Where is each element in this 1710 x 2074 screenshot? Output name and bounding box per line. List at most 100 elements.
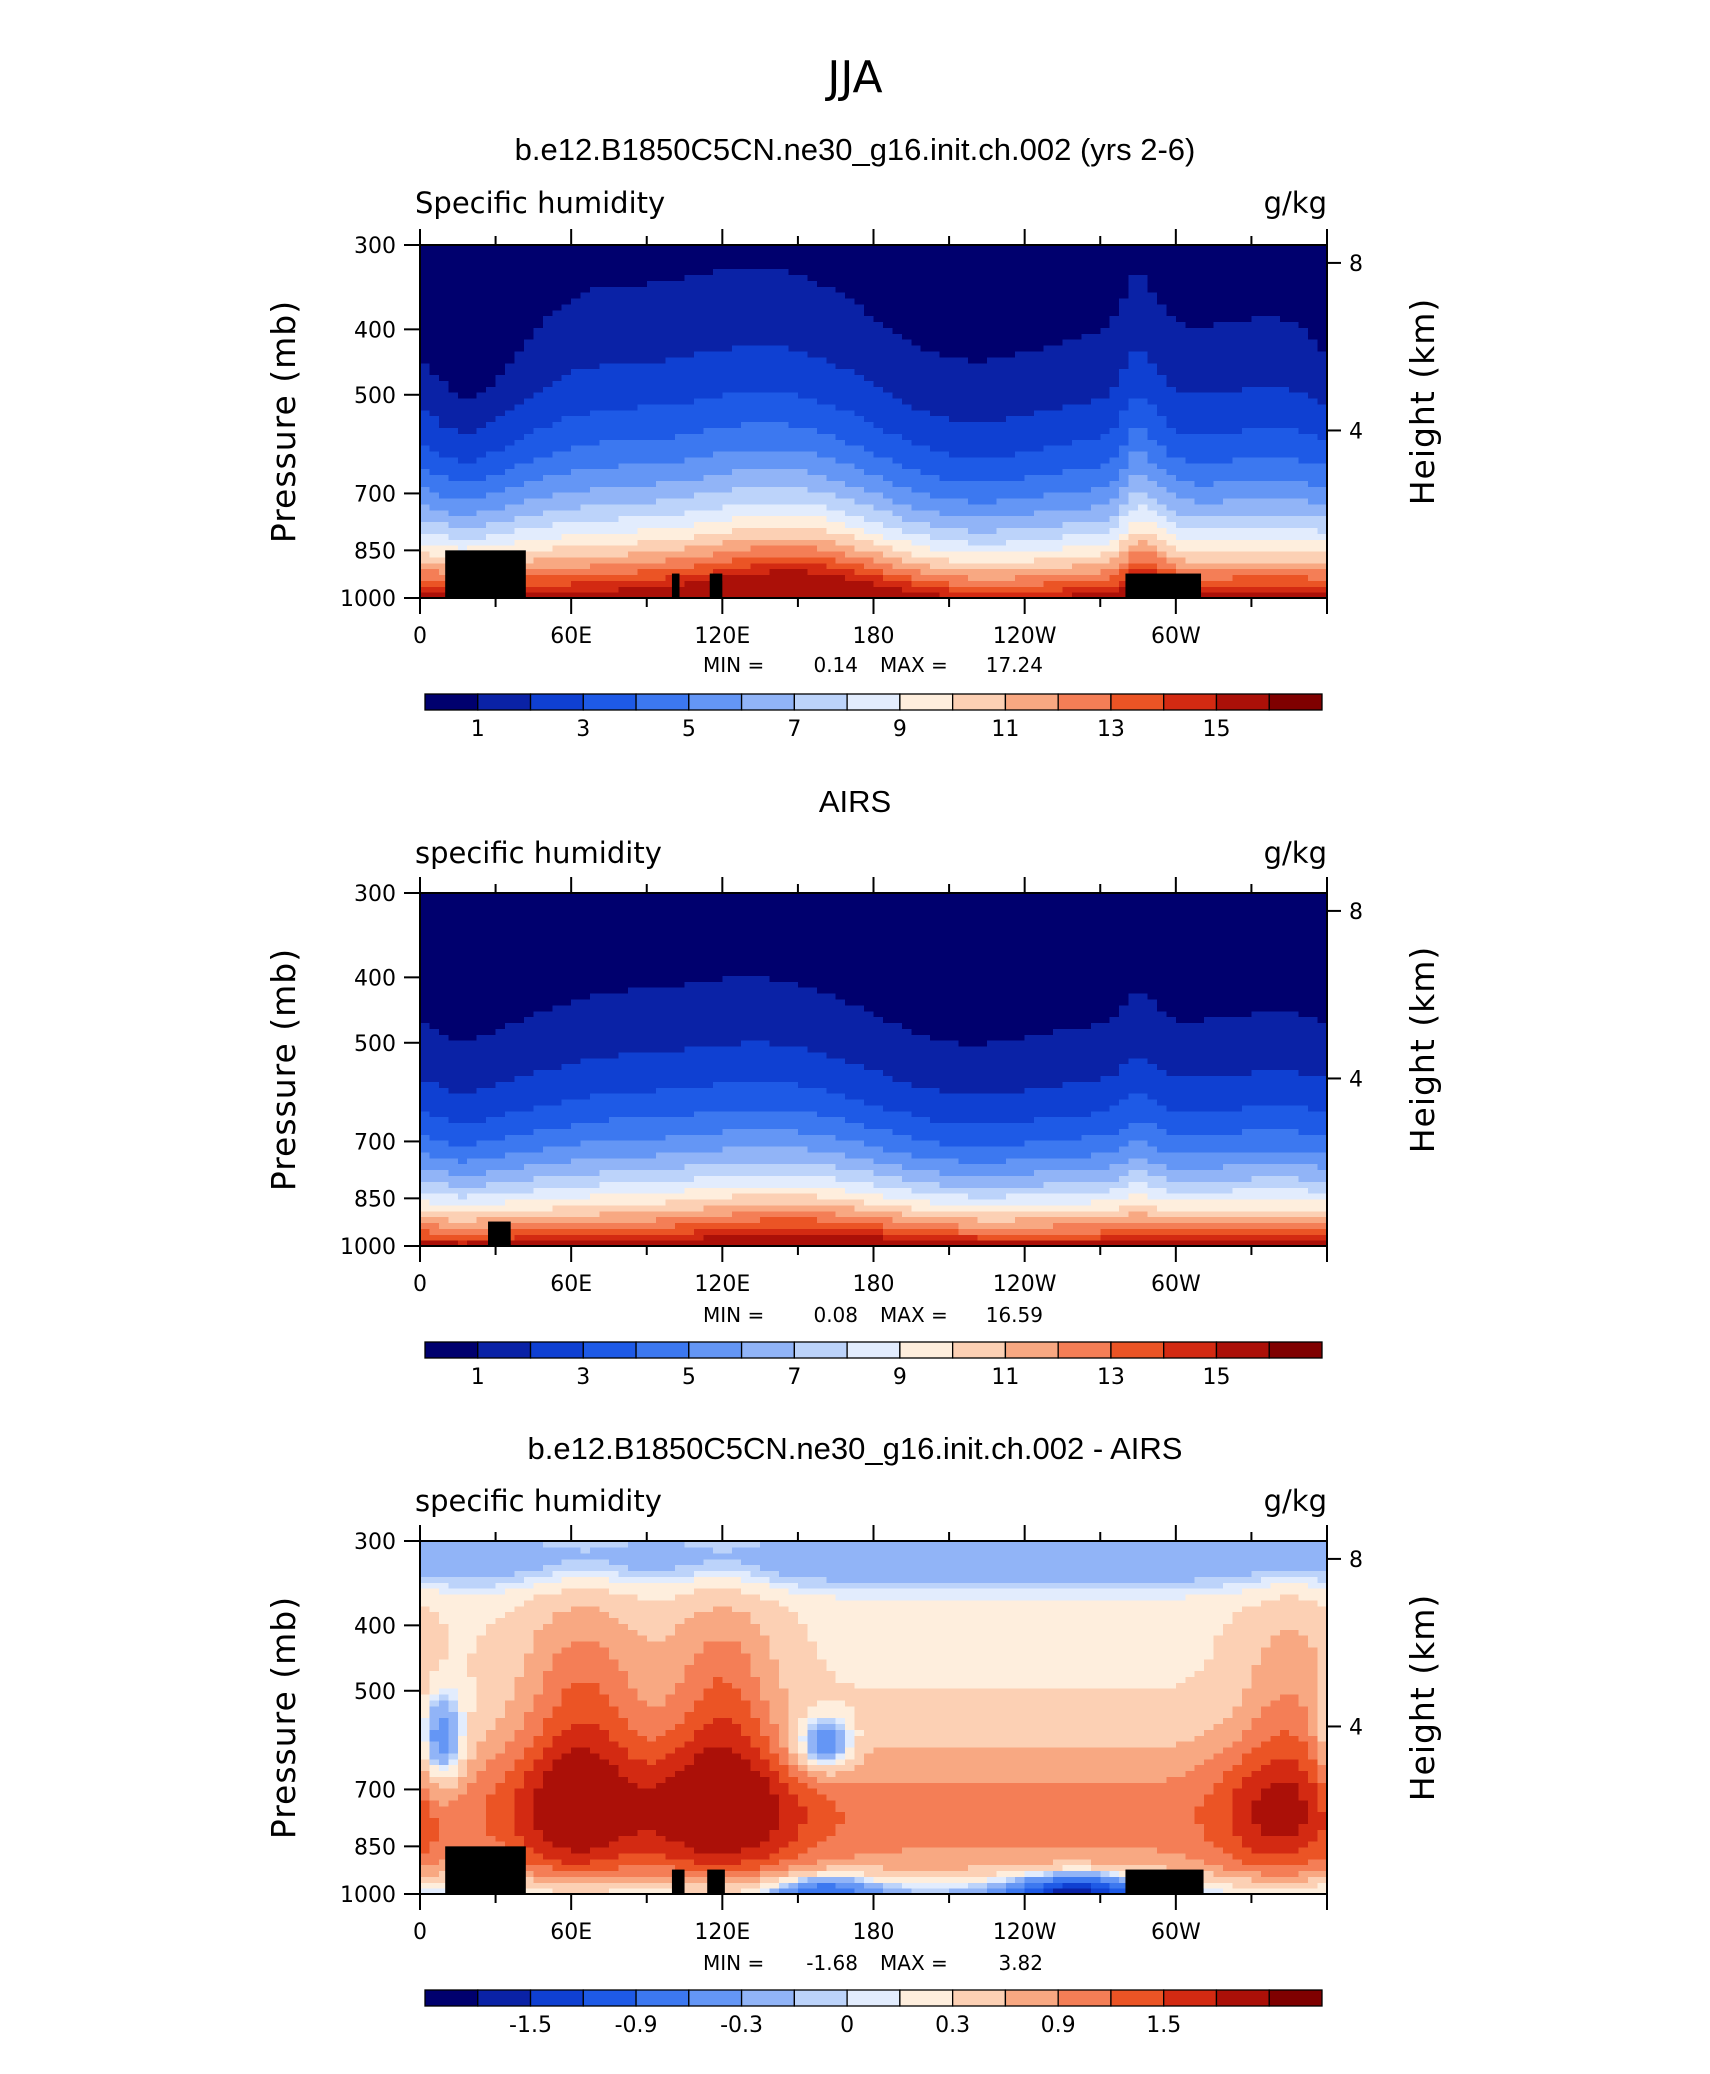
heatmap-cell xyxy=(1232,345,1243,352)
heatmap-cell xyxy=(1043,368,1054,376)
heatmap-cell xyxy=(1090,450,1101,458)
heatmap-cell xyxy=(656,539,667,546)
heatmap-cell xyxy=(1100,580,1111,587)
heatmap-cell xyxy=(561,315,572,323)
heatmap-cell xyxy=(779,480,790,487)
heatmap-cell xyxy=(1213,297,1224,305)
heatmap-cell xyxy=(1317,380,1328,387)
heatmap-cell xyxy=(1090,492,1101,499)
heatmap-cell xyxy=(1308,421,1319,428)
heatmap-cell xyxy=(1128,521,1139,528)
heatmap-cell xyxy=(854,292,865,299)
heatmap-cell xyxy=(618,556,629,564)
heatmap-cell xyxy=(949,380,960,387)
heatmap-cell xyxy=(986,515,997,523)
heatmap-cell xyxy=(1232,445,1243,452)
heatmap-cell xyxy=(920,315,931,323)
heatmap-cell xyxy=(608,550,620,558)
heatmap-cell xyxy=(656,521,667,528)
heatmap-cell xyxy=(1289,297,1300,305)
heatmap-cell xyxy=(703,480,714,487)
heatmap-cell xyxy=(930,368,941,376)
heatmap-cell xyxy=(760,509,771,517)
heatmap-cell xyxy=(627,586,638,593)
heatmap-cell xyxy=(467,497,478,505)
heatmap-cell xyxy=(1090,339,1101,346)
heatmap-cell xyxy=(1081,592,1092,599)
heatmap-cell xyxy=(1223,492,1234,499)
heatmap-cell xyxy=(750,456,761,464)
heatmap-cell xyxy=(1100,539,1111,546)
heatmap-cell xyxy=(1308,503,1319,511)
heatmap-cell xyxy=(599,345,610,352)
heatmap-cell xyxy=(665,480,676,487)
heatmap-cell xyxy=(1109,533,1120,540)
heatmap-cell xyxy=(1147,356,1158,364)
heatmap-cell xyxy=(1053,374,1064,381)
heatmap-cell xyxy=(760,445,771,452)
heatmap-cell xyxy=(1175,392,1186,399)
heatmap-cell xyxy=(1232,527,1243,534)
heatmap-cell xyxy=(882,356,893,364)
heatmap-cell xyxy=(958,521,969,528)
heatmap-cell xyxy=(561,345,572,352)
heatmap-cell xyxy=(646,445,657,452)
heatmap-cell xyxy=(712,350,723,358)
heatmap-cell xyxy=(967,527,979,534)
heatmap-cell xyxy=(665,421,676,428)
heatmap-cell xyxy=(420,339,431,346)
heatmap-cell xyxy=(429,445,440,452)
heatmap-cell xyxy=(684,368,695,376)
heatmap-cell xyxy=(429,450,440,458)
heatmap-cell xyxy=(1317,562,1328,570)
heatmap-cell xyxy=(722,515,733,523)
heatmap-cell xyxy=(429,333,440,340)
heatmap-cell xyxy=(1194,527,1205,534)
heatmap-cell xyxy=(731,362,742,370)
heatmap-cell xyxy=(826,350,837,358)
heatmap-cell xyxy=(1119,450,1130,458)
heatmap-cell xyxy=(1081,350,1092,358)
heatmap-cell xyxy=(1204,392,1215,399)
heatmap-cell xyxy=(1317,356,1328,364)
heatmap-cell xyxy=(760,303,771,311)
heatmap-cell xyxy=(835,568,846,576)
heatmap-cell xyxy=(1204,315,1215,323)
heatmap-cell xyxy=(835,415,846,423)
heatmap-cell xyxy=(826,292,837,299)
heatmap-cell xyxy=(958,474,969,481)
heatmap-cell xyxy=(1289,380,1300,387)
heatmap-cell xyxy=(788,439,799,446)
heatmap-cell xyxy=(986,468,997,476)
heatmap-cell xyxy=(448,292,459,299)
heatmap-cell xyxy=(1213,409,1224,417)
heatmap-cell xyxy=(712,509,723,517)
heatmap-cell xyxy=(779,397,790,405)
heatmap-cell xyxy=(1232,374,1243,381)
heatmap-cell xyxy=(467,439,478,446)
heatmap-cell xyxy=(930,568,941,576)
heatmap-cell xyxy=(901,345,912,352)
heatmap-cell xyxy=(693,386,705,393)
heatmap-cell xyxy=(1090,515,1101,523)
heatmap-cell xyxy=(1204,350,1215,358)
heatmap-cell xyxy=(1232,433,1243,440)
heatmap-cell xyxy=(949,556,960,564)
heatmap-cell xyxy=(608,515,620,523)
heatmap-cell xyxy=(1053,327,1064,334)
heatmap-cell xyxy=(580,356,591,364)
heatmap-cell xyxy=(1119,486,1130,493)
heatmap-cell xyxy=(1062,392,1073,399)
heatmap-cell xyxy=(949,415,960,423)
heatmap-cell xyxy=(552,309,563,317)
heatmap-cell xyxy=(533,321,544,328)
heatmap-cell xyxy=(722,386,733,393)
heatmap-cell xyxy=(1166,380,1177,387)
heatmap-cell xyxy=(476,392,487,399)
heatmap-cell xyxy=(514,497,525,505)
heatmap-cell xyxy=(684,509,695,517)
heatmap-cell xyxy=(1053,421,1064,428)
heatmap-cell xyxy=(1128,392,1139,399)
heatmap-cell xyxy=(656,550,667,558)
heatmap-cell xyxy=(949,592,960,599)
